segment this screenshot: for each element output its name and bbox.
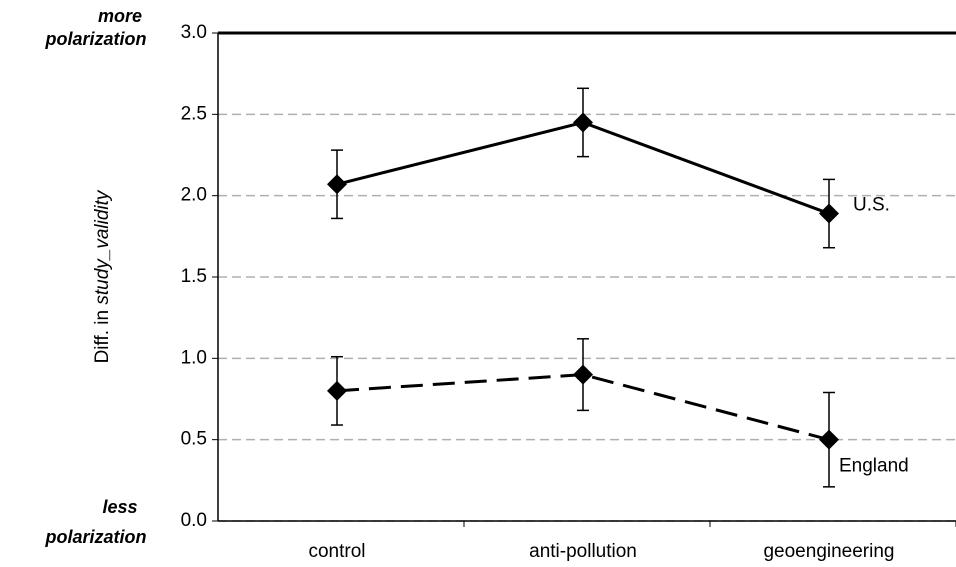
y-label-prefix: Diff. in	[92, 310, 113, 364]
y-axis-label: Diff. in study_validity	[92, 189, 113, 363]
y-tick-label: 2.0	[181, 185, 207, 206]
x-tick-label: anti-pollution	[529, 541, 637, 562]
x-tick-label: control	[308, 541, 365, 562]
y-tick-label: 3.0	[181, 22, 207, 43]
y-tick-label: 0.0	[181, 510, 207, 531]
y-tick-label: 2.5	[181, 103, 207, 124]
y-tick-label: 1.5	[181, 266, 207, 287]
annotation: polarization	[44, 29, 146, 49]
y-label-italic: study_validity	[92, 189, 113, 305]
series-label: England	[839, 456, 909, 477]
marker	[573, 112, 593, 133]
annotation: polarization	[44, 527, 146, 547]
x-tick-label: geoengineering	[763, 541, 894, 562]
series-label: U.S.	[853, 195, 890, 216]
marker	[327, 380, 347, 401]
marker	[819, 429, 839, 450]
series-line	[336, 373, 830, 442]
y-tick-label: 0.5	[181, 429, 207, 450]
marker	[327, 174, 347, 195]
annotation: less	[102, 497, 137, 517]
marker	[819, 203, 839, 224]
marker	[573, 364, 593, 385]
y-tick-label: 1.0	[181, 347, 207, 368]
annotation: more	[98, 6, 142, 26]
